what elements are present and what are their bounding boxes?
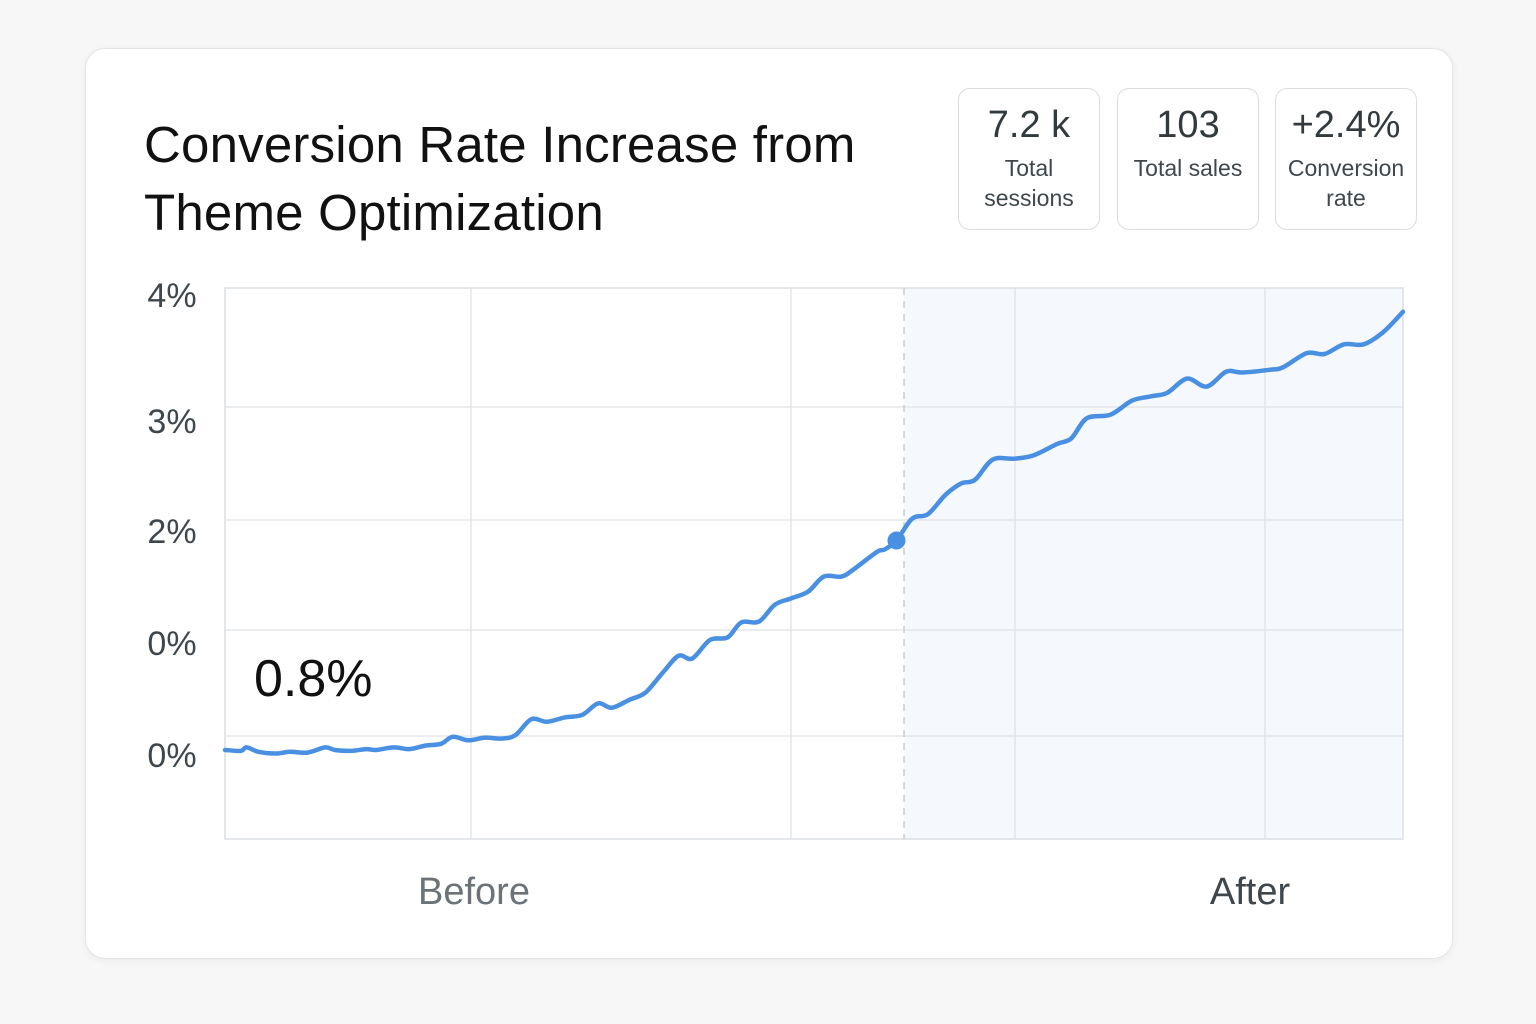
y-tick-label: 4% — [147, 277, 196, 315]
plot-frame — [224, 287, 1404, 840]
stat-value: +2.4% — [1291, 104, 1401, 146]
y-tick-label: 3% — [147, 403, 196, 441]
series-line — [222, 309, 1406, 756]
y-tick-label: 0% — [147, 737, 196, 775]
annotation-label: 0.8% — [254, 650, 373, 708]
stat-value: 103 — [1156, 104, 1220, 146]
after-region — [904, 288, 1403, 839]
stat-label: Total sales — [1133, 155, 1243, 181]
stat-card-sessions: 7.2 k Total sessions — [958, 88, 1100, 230]
stat-card-sales: 103 Total sales — [1117, 88, 1259, 230]
x-axis-label: Before — [418, 871, 530, 913]
stat-value: 7.2 k — [987, 104, 1071, 146]
stat-label: Conversion rate — [1287, 155, 1405, 211]
chart-title: Conversion Rate Increase from Theme Opti… — [144, 116, 856, 241]
stat-card-conversion: +2.4% Conversion rate — [1275, 88, 1417, 230]
data-point — [887, 531, 906, 550]
y-tick-label: 0% — [147, 625, 196, 663]
x-axis-label: After — [1210, 871, 1291, 913]
y-tick-label: 2% — [147, 513, 196, 551]
stat-label: Total sessions — [984, 155, 1074, 211]
